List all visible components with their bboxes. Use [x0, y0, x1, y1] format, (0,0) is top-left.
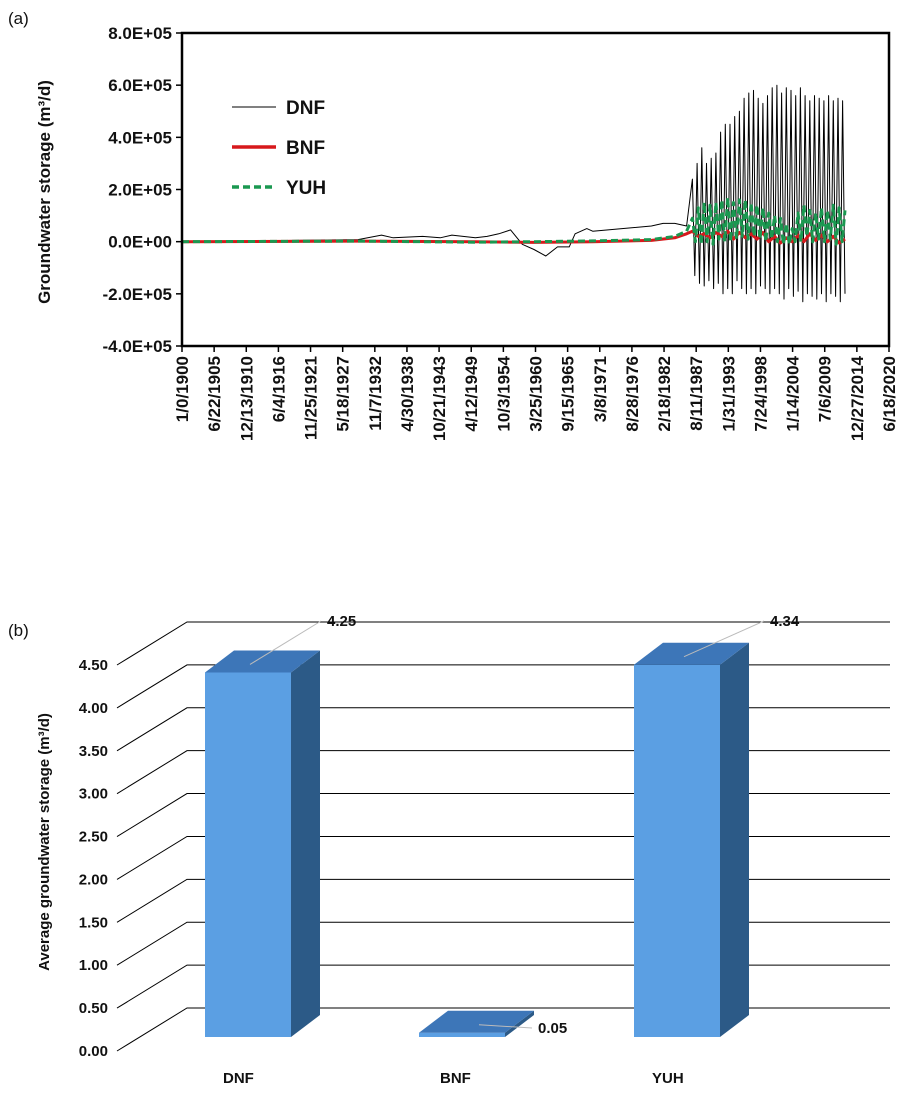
- category-label: YUH: [652, 1070, 684, 1087]
- category-label: DNF: [223, 1070, 254, 1087]
- x-tick-label: 7/6/2009: [816, 356, 835, 422]
- bar-side: [291, 650, 320, 1037]
- x-tick-label: 2/18/1982: [655, 356, 674, 432]
- data-label-leader: [249, 620, 322, 665]
- x-tick-label: 3/8/1971: [591, 356, 610, 422]
- panel-a-legend: DNF BNF YUH: [232, 98, 326, 199]
- x-tick-label: 9/15/1965: [559, 356, 578, 432]
- x-tick-label: 4/12/1949: [462, 356, 481, 432]
- y-tick-label: 2.0E+05: [108, 181, 172, 200]
- category-label: BNF: [440, 1070, 471, 1087]
- y-tick-label: 4.50: [79, 657, 108, 674]
- gridline: [116, 621, 890, 666]
- x-tick-label: 7/24/1998: [751, 356, 770, 432]
- y-tick-label: -4.0E+05: [103, 337, 172, 356]
- y-tick-label: 4.00: [79, 700, 108, 717]
- legend-yuh-label: YUH: [286, 178, 326, 199]
- panel-a-series: [181, 84, 847, 303]
- x-tick-label: 1/0/1900: [173, 356, 192, 422]
- bar-bnf: 0.05: [419, 1010, 567, 1037]
- panel-a-y-axis-title: Groundwater storage (m³/d): [35, 80, 54, 304]
- x-tick-label: 10/3/1954: [494, 355, 513, 431]
- y-tick-label: -2.0E+05: [103, 285, 172, 304]
- y-tick-label: 0.50: [79, 1000, 108, 1017]
- x-tick-label: 12/27/2014: [848, 355, 867, 441]
- x-tick-label: 8/11/1987: [687, 356, 706, 431]
- series-line-yuh: [181, 195, 847, 246]
- panel-b-label: (b): [8, 621, 29, 640]
- panel-a-y-ticks: 8.0E+05 6.0E+05 4.0E+05 2.0E+05 0.0E+00 -2.0E…: [103, 24, 182, 356]
- panel-b-y-ticks: 4.50 4.00 3.50 3.00 2.50 2.00 1.50 1.00 0.50 0.00: [79, 657, 108, 1060]
- bar-yuh: 4.34: [634, 613, 800, 1037]
- panel-b-y-axis-title: Average groundwater storage (m³/d): [36, 713, 53, 971]
- data-label-leader: [683, 620, 765, 658]
- y-tick-label: 4.0E+05: [108, 128, 172, 147]
- y-tick-label: 0.0E+00: [108, 233, 172, 252]
- x-tick-label: 10/21/1943: [430, 356, 449, 441]
- x-tick-label: 8/28/1976: [623, 356, 642, 432]
- y-tick-label: 6.0E+05: [108, 76, 172, 95]
- panel-a-plot-frame: [180, 31, 891, 348]
- bar-dnf: 4.25: [205, 613, 356, 1037]
- x-tick-label: 11/25/1921: [302, 356, 321, 440]
- x-tick-label: 6/18/2020: [880, 356, 899, 432]
- y-tick-label: 0.00: [79, 1043, 108, 1060]
- y-tick-label: 3.00: [79, 786, 108, 803]
- data-label: 4.25: [327, 613, 356, 630]
- y-tick-label: 2.50: [79, 829, 108, 846]
- bar-side: [505, 1010, 534, 1037]
- bar-top: [205, 650, 320, 673]
- panel-b-bars: 4.25 0.05 4.34: [205, 613, 800, 1037]
- x-tick-label: 4/30/1938: [398, 356, 417, 432]
- bar-front: [205, 672, 291, 1037]
- x-tick-label: 6/22/1905: [205, 356, 224, 432]
- panel-a-x-ticks: 1/0/1900 6/22/1905 12/13/1910 6/4/1916 11/25…: [173, 346, 899, 441]
- panel-b-categories: DNF BNF YUH: [223, 1070, 684, 1087]
- legend-dnf-label: DNF: [286, 98, 325, 119]
- bar-front: [634, 664, 720, 1037]
- x-tick-label: 6/4/1916: [269, 356, 288, 422]
- y-tick-label: 1.00: [79, 957, 108, 974]
- panel-a-label: (a): [8, 9, 29, 28]
- legend-bnf-label: BNF: [286, 138, 325, 159]
- y-tick-label: 8.0E+05: [108, 24, 172, 43]
- data-label-leader: [478, 1024, 533, 1029]
- bar-side: [720, 642, 749, 1037]
- bar-front: [419, 1032, 505, 1037]
- data-label: 0.05: [538, 1020, 567, 1037]
- y-tick-label: 3.50: [79, 743, 108, 760]
- y-tick-label: 1.50: [79, 914, 108, 931]
- x-tick-label: 1/14/2004: [784, 355, 803, 431]
- x-tick-label: 12/13/1910: [237, 356, 256, 441]
- x-tick-label: 11/7/1932: [366, 356, 385, 431]
- x-tick-label: 5/18/1927: [334, 356, 353, 432]
- y-tick-label: 2.00: [79, 871, 108, 888]
- bar-top: [419, 1010, 534, 1033]
- x-tick-label: 1/31/1993: [719, 356, 738, 432]
- series-line-dnf: [181, 84, 846, 303]
- x-tick-label: 3/25/1960: [527, 356, 546, 432]
- data-label: 4.34: [770, 613, 800, 630]
